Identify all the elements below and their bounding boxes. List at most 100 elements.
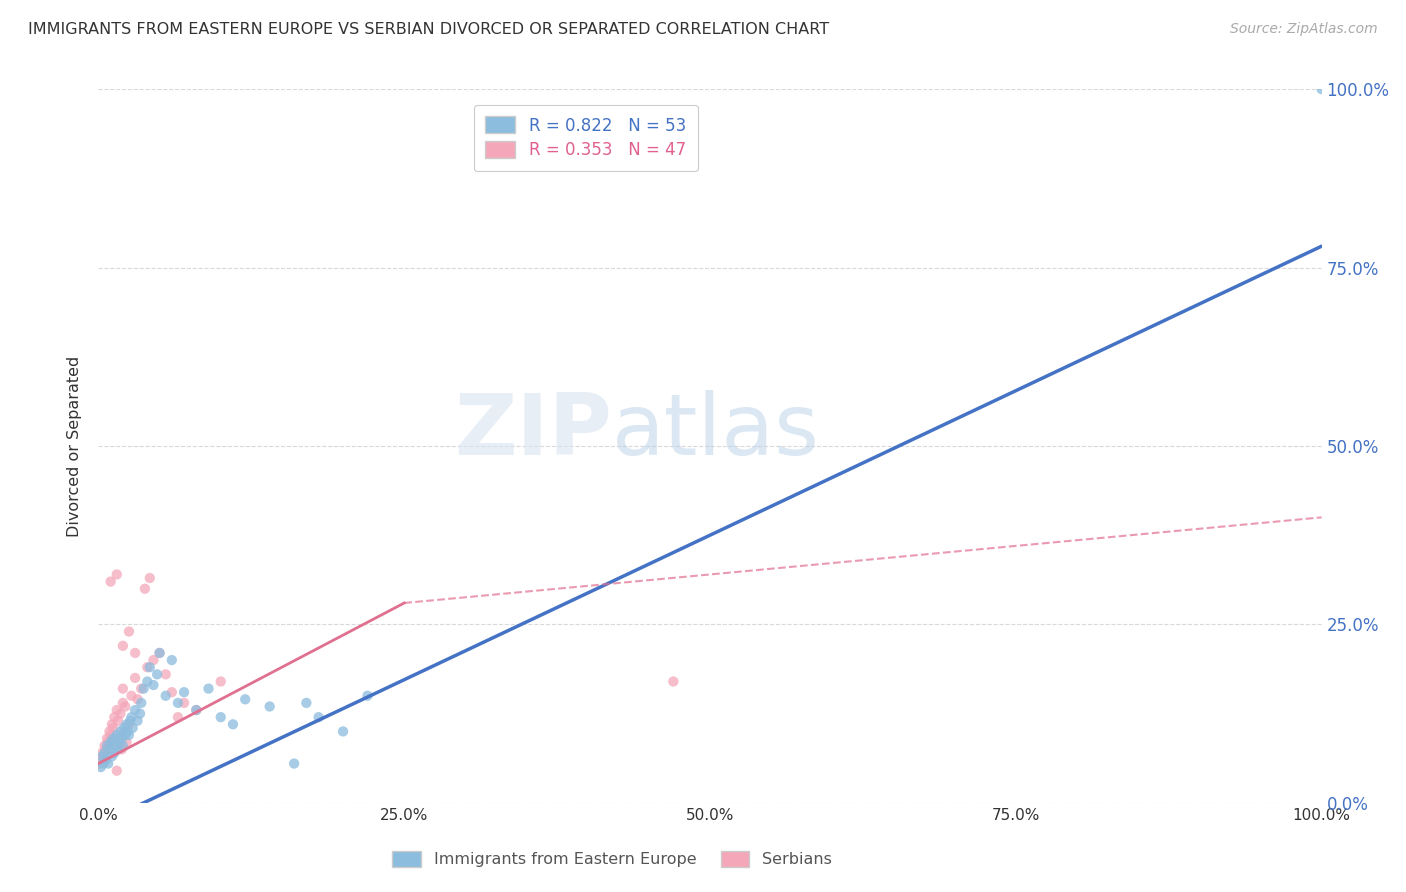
Text: IMMIGRANTS FROM EASTERN EUROPE VS SERBIAN DIVORCED OR SEPARATED CORRELATION CHAR: IMMIGRANTS FROM EASTERN EUROPE VS SERBIA… (28, 22, 830, 37)
Point (186, 703, 208, 717)
Point (118, 717, 141, 731)
Point (120, 689, 142, 703)
Point (90, 760, 112, 774)
Point (111, 731, 134, 746)
Point (197, 681, 219, 696)
Point (149, 646, 172, 660)
Point (332, 724, 354, 739)
Point (259, 699, 281, 714)
Point (222, 717, 245, 731)
Point (115, 735, 138, 749)
Point (155, 689, 177, 703)
Point (101, 749, 124, 764)
Point (96, 739, 118, 753)
Point (114, 728, 136, 742)
Point (173, 696, 195, 710)
Y-axis label: Divorced or Separated: Divorced or Separated (67, 355, 83, 537)
Point (120, 714, 142, 728)
Point (100, 735, 122, 749)
Point (139, 571, 162, 585)
Point (132, 681, 155, 696)
Point (155, 667, 177, 681)
Point (93, 746, 115, 760)
Point (662, 674, 685, 689)
Point (115, 717, 138, 731)
Point (111, 742, 134, 756)
Point (124, 646, 146, 660)
Point (139, 660, 162, 674)
Text: Source: ZipAtlas.com: Source: ZipAtlas.com (1230, 22, 1378, 37)
Point (283, 756, 305, 771)
Point (97, 756, 120, 771)
Point (233, 692, 256, 706)
Point (93, 739, 115, 753)
Point (129, 681, 152, 696)
Point (1310, 82, 1333, 96)
Point (295, 696, 318, 710)
Point (90, 753, 112, 767)
Point (111, 696, 134, 710)
Text: atlas: atlas (612, 390, 820, 474)
Point (108, 735, 131, 749)
Point (91, 756, 114, 771)
Point (91, 749, 114, 764)
Point (98, 724, 121, 739)
Point (104, 739, 127, 753)
Point (100, 728, 122, 742)
Point (105, 764, 128, 778)
Legend: Immigrants from Eastern Europe, Serbians: Immigrants from Eastern Europe, Serbians (382, 841, 842, 877)
Point (186, 703, 208, 717)
Point (103, 746, 125, 760)
Point (91, 746, 114, 760)
Point (96, 731, 118, 746)
Point (308, 710, 330, 724)
Point (120, 710, 142, 724)
Point (160, 685, 183, 699)
Point (105, 703, 128, 717)
Point (89, 756, 111, 771)
Point (98, 742, 121, 756)
Point (167, 696, 190, 710)
Point (112, 721, 135, 735)
Point (110, 706, 132, 721)
Point (118, 624, 141, 639)
Point (112, 724, 135, 739)
Point (173, 685, 195, 699)
Point (101, 717, 124, 731)
Point (111, 739, 134, 753)
Point (104, 739, 127, 753)
Point (103, 710, 125, 724)
Point (114, 699, 136, 714)
Point (142, 653, 165, 667)
Point (111, 681, 134, 696)
Point (105, 567, 128, 582)
Point (101, 721, 124, 735)
Point (94, 742, 117, 756)
Point (107, 742, 129, 756)
Point (111, 639, 134, 653)
Point (129, 696, 152, 710)
Point (127, 714, 149, 728)
Text: ZIP: ZIP (454, 390, 612, 474)
Point (136, 674, 159, 689)
Point (146, 667, 169, 681)
Point (129, 706, 152, 721)
Point (121, 721, 143, 735)
Point (167, 710, 190, 724)
Point (118, 728, 141, 742)
Point (107, 714, 129, 728)
Point (134, 582, 156, 596)
Point (124, 703, 146, 717)
Point (209, 674, 232, 689)
Point (94, 753, 117, 767)
Point (160, 653, 183, 667)
Point (117, 724, 139, 739)
Point (127, 692, 149, 706)
Point (91, 749, 114, 764)
Point (105, 728, 128, 742)
Point (149, 646, 172, 660)
Point (124, 671, 146, 685)
Point (356, 689, 378, 703)
Point (97, 735, 120, 749)
Point (209, 710, 232, 724)
